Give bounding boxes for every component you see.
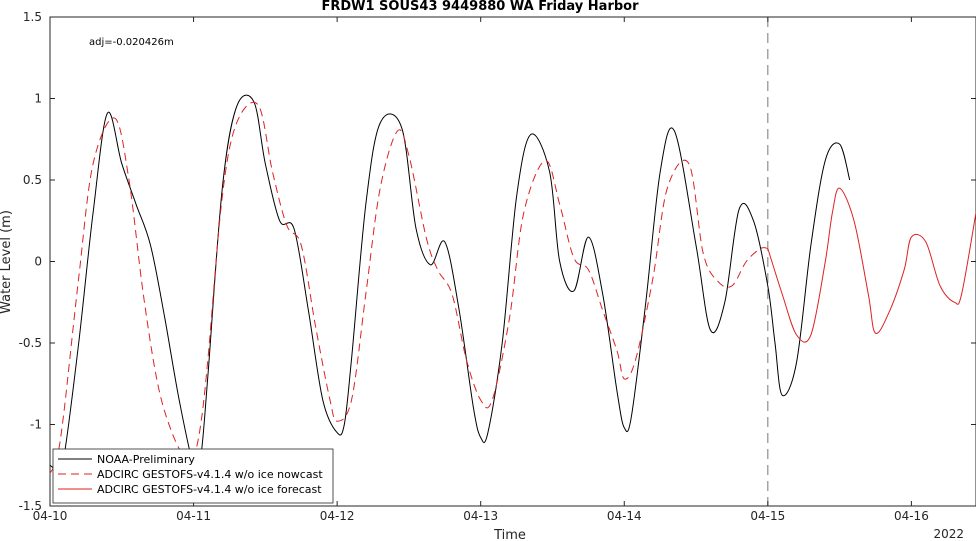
series-noaa-preliminary	[49, 94, 851, 472]
axis-ticks: 04-10 04-11 04-12 04-13 04-14 04-15 04-16 1.5 1 0…	[19, 10, 976, 523]
y-tick-label: 1	[34, 92, 42, 106]
x-tick-label: 04-14	[607, 509, 642, 523]
adjustment-annotation: adj=-0.020426m	[89, 37, 174, 48]
series-layer	[49, 94, 976, 474]
series-adcirc-nowcast	[49, 101, 768, 474]
chart-title: FRDW1 SOUS43 9449880 WA Friday Harbor	[321, 0, 639, 14]
legend-label: NOAA-Preliminary	[97, 453, 195, 466]
x-tick-label: 04-11	[176, 509, 211, 523]
y-tick-label: 0	[34, 255, 42, 269]
y-tick-label: -1	[30, 418, 42, 432]
legend: NOAA-Preliminary ADCIRC GESTOFS-v4.1.4 w/…	[52, 448, 334, 504]
y-tick-label: 1.5	[23, 10, 42, 24]
x-tick-label: 04-12	[320, 509, 355, 523]
series-adcirc-forecast	[767, 187, 976, 343]
plot-area-frame	[49, 16, 976, 507]
x-axis-label: Time	[493, 528, 526, 541]
x-tick-label: 04-15	[750, 509, 785, 523]
y-tick-label: 0.5	[23, 173, 42, 187]
y-tick-label: -0.5	[19, 336, 42, 350]
x-tick-label: 04-16	[894, 509, 929, 523]
y-tick-label: -1.5	[19, 499, 42, 513]
year-label: 2022	[933, 527, 964, 541]
legend-label: ADCIRC GESTOFS-v4.1.4 w/o ice nowcast	[97, 468, 323, 481]
x-tick-label: 04-13	[463, 509, 498, 523]
x-tick-label: 04-10	[33, 509, 68, 523]
legend-box	[52, 448, 334, 504]
legend-label: ADCIRC GESTOFS-v4.1.4 w/o ice forecast	[97, 483, 322, 496]
y-axis-label: Water Level (m)	[0, 210, 14, 314]
